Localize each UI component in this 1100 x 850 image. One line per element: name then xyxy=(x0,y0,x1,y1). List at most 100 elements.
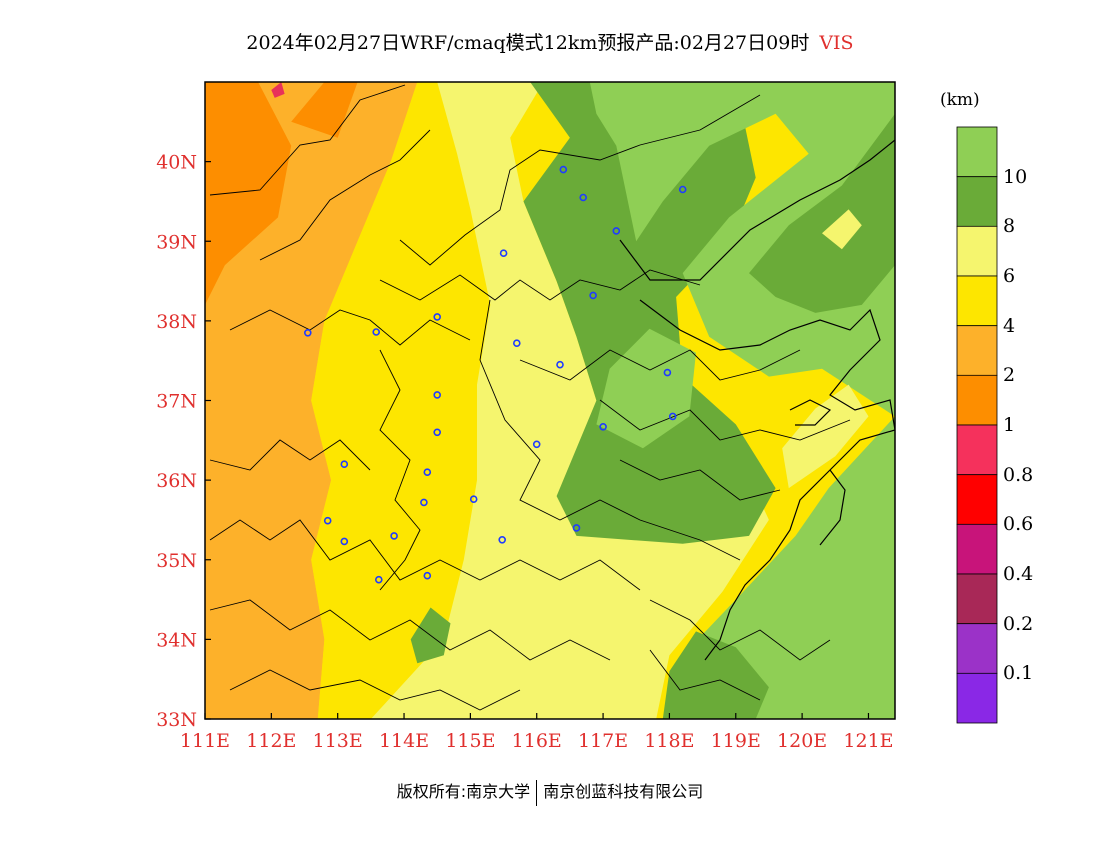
coastline xyxy=(819,469,846,546)
city-marker xyxy=(420,498,428,507)
city-marker xyxy=(423,571,432,580)
colorbar-label: 0.8 xyxy=(1003,463,1034,486)
map-frame xyxy=(204,81,896,720)
border-line xyxy=(229,669,521,711)
region-yellow-band xyxy=(311,82,497,719)
lon-label: 120E xyxy=(777,730,827,752)
city-marker xyxy=(433,313,442,321)
border-line xyxy=(379,349,421,591)
colorbar-swatch xyxy=(956,126,998,178)
colorbar-label: 0.1 xyxy=(1003,662,1034,685)
border-line xyxy=(479,299,741,561)
lat-label: 37N xyxy=(156,391,197,413)
city-marker xyxy=(340,537,349,546)
lat-label: 35N xyxy=(156,550,197,572)
city-markers xyxy=(303,165,687,584)
city-marker xyxy=(668,412,677,421)
colorbar-swatch xyxy=(956,225,998,277)
region-light-yellow-coast xyxy=(782,384,869,489)
region-dark-orange-ne xyxy=(291,82,358,138)
colorbar-swatch xyxy=(956,573,998,625)
city-marker xyxy=(323,516,332,525)
border-line xyxy=(399,94,761,266)
colorbar-label: 8 xyxy=(1003,215,1016,238)
city-marker xyxy=(340,460,349,469)
colorbar-swatch xyxy=(956,325,998,376)
lat-label: 34N xyxy=(156,629,197,651)
lon-label: 119E xyxy=(711,730,761,752)
lon-label: 116E xyxy=(512,730,562,752)
lon-label: 115E xyxy=(445,730,495,752)
region-light-yellow-central xyxy=(370,82,769,719)
city-marker xyxy=(433,391,442,399)
city-marker xyxy=(372,328,381,336)
lon-label: 118E xyxy=(644,730,694,752)
lon-label: 112E xyxy=(246,730,296,752)
city-marker xyxy=(663,368,672,377)
city-marker xyxy=(423,468,432,477)
lat-label: 38N xyxy=(156,311,197,333)
border-line xyxy=(259,129,431,261)
colorbar-swatch xyxy=(956,623,998,674)
colorbar-swatch xyxy=(956,424,998,476)
colorbar-label: 0.4 xyxy=(1003,563,1034,585)
coastline xyxy=(789,399,832,426)
coastline xyxy=(639,299,895,661)
border-line xyxy=(599,399,851,441)
title-variable: VIS xyxy=(819,32,854,54)
city-marker xyxy=(599,422,607,431)
title-main: 2024年02月27日WRF/cmaq模式12km预报产品:02月27日09时 xyxy=(246,32,810,54)
copyright-company: 南京创蓝科技有限公司 xyxy=(543,782,704,801)
lon-label: 117E xyxy=(578,730,628,752)
border-line xyxy=(649,649,761,701)
lon-label: 113E xyxy=(313,730,363,752)
city-marker xyxy=(678,185,687,194)
city-marker xyxy=(512,339,521,348)
lat-label: 33N xyxy=(156,709,197,731)
colorbar-swatch xyxy=(956,275,998,327)
map-title: 2024年02月27日WRF/cmaq模式12km预报产品:02月27日09时 V… xyxy=(0,28,1100,55)
border-line xyxy=(229,309,471,346)
region-magenta-spot xyxy=(271,82,285,98)
colorbar-label: 1 xyxy=(1003,414,1016,436)
border-line xyxy=(209,599,611,661)
colorbar-label: 0.2 xyxy=(1003,612,1034,635)
lon-label: 114E xyxy=(379,730,429,752)
city-marker xyxy=(433,428,442,437)
copyright-footer: 版权所有:南京大学 南京创蓝科技有限公司 xyxy=(0,778,1100,806)
colorbar xyxy=(956,126,998,724)
copyright-owner: 版权所有:南京大学 xyxy=(396,782,531,801)
province-borders xyxy=(209,84,895,711)
region-dark-orange-nw xyxy=(205,82,292,305)
city-marker xyxy=(589,291,597,300)
border-line xyxy=(209,84,406,196)
colorbar-unit: (km) xyxy=(940,90,980,110)
region-dark-green-south xyxy=(662,631,769,719)
lon-label: 121E xyxy=(843,730,893,752)
city-marker xyxy=(532,440,541,449)
border-line xyxy=(619,459,781,501)
border-line xyxy=(519,349,801,381)
city-marker xyxy=(469,495,478,504)
colorbar-swatch xyxy=(956,523,998,575)
colorbar-swatch xyxy=(956,374,998,426)
border-line xyxy=(209,439,371,471)
city-marker xyxy=(498,535,507,544)
city-marker xyxy=(390,532,398,540)
colorbar-swatch xyxy=(956,474,998,525)
border-line xyxy=(209,519,641,591)
coastline xyxy=(619,139,895,281)
city-marker xyxy=(572,524,581,532)
colorbar-swatch xyxy=(956,672,998,724)
lat-label: 40N xyxy=(156,152,197,174)
region-light-yellow-bay xyxy=(822,209,862,250)
lat-label: 36N xyxy=(156,470,197,492)
colorbar-label: 0.6 xyxy=(1003,513,1034,536)
city-marker xyxy=(499,249,508,257)
city-marker xyxy=(579,193,588,202)
city-marker xyxy=(559,165,568,174)
region-dark-green-sea xyxy=(749,113,895,313)
visibility-regions xyxy=(205,82,895,719)
footer-separator xyxy=(536,779,538,806)
